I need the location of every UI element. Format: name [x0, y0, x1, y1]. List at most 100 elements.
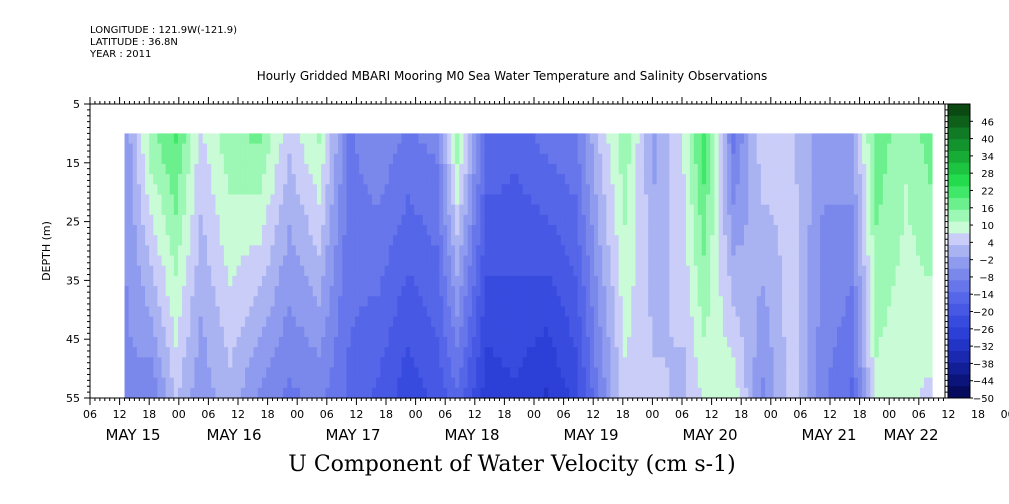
heatmap-cell: [414, 306, 420, 318]
heatmap-cell: [828, 255, 834, 267]
heatmap-cell: [467, 316, 473, 328]
heatmap-cell: [756, 245, 762, 257]
heatmap-cell: [476, 174, 482, 185]
heatmap-cell: [211, 347, 217, 358]
heatmap-cell: [866, 194, 871, 206]
heatmap-cell: [924, 204, 929, 216]
heatmap-cell: [510, 326, 515, 338]
heatmap-cell: [610, 245, 616, 257]
heatmap-cell: [677, 174, 683, 185]
heatmap-cell: [643, 255, 649, 267]
heatmap-cell: [253, 184, 259, 196]
heatmap-cell: [560, 265, 566, 277]
heatmap-cell: [283, 204, 288, 216]
heatmap-cell: [329, 387, 335, 399]
heatmap-cell: [206, 255, 212, 267]
heatmap-cell: [752, 357, 758, 369]
heatmap-cell: [811, 336, 817, 348]
heatmap-cell: [177, 194, 183, 206]
heatmap-cell: [760, 194, 766, 206]
heatmap-cell: [501, 143, 507, 155]
heatmap-cell: [283, 306, 288, 318]
heatmap-cell: [522, 326, 528, 338]
heatmap-cell: [811, 163, 817, 175]
heatmap-cell: [899, 235, 905, 246]
heatmap-cell: [149, 214, 154, 226]
heatmap-cell: [677, 163, 683, 175]
heatmap-cell: [878, 224, 884, 236]
heatmap-cell: [514, 184, 520, 196]
heatmap-cell: [689, 224, 695, 236]
heatmap-cell: [426, 367, 432, 379]
heatmap-cell: [752, 377, 758, 389]
heatmap-cell: [467, 347, 473, 358]
heatmap-cell: [585, 214, 591, 226]
heatmap-cell: [169, 133, 175, 145]
heatmap-cell: [701, 133, 707, 145]
heatmap-cell: [765, 316, 770, 328]
heatmap-cell: [714, 387, 720, 399]
heatmap-cell: [480, 224, 486, 236]
heatmap-cell: [467, 235, 473, 246]
heatmap-cell: [870, 387, 875, 399]
heatmap-cell: [190, 214, 196, 226]
heatmap-cell: [786, 204, 792, 216]
heatmap-cell: [777, 235, 783, 246]
heatmap-cell: [409, 265, 415, 277]
heatmap-cell: [380, 133, 386, 145]
heatmap-cell: [257, 387, 263, 399]
heatmap-cell: [367, 265, 373, 277]
heatmap-cell: [773, 367, 779, 379]
heatmap-cell: [837, 387, 842, 399]
heatmap-cell: [232, 194, 238, 206]
heatmap-cell: [853, 387, 859, 399]
heatmap-cell: [295, 326, 301, 338]
heatmap-cell: [443, 275, 448, 287]
heatmap-cell: [727, 204, 732, 216]
heatmap-cell: [837, 316, 842, 328]
heatmap-cell: [308, 265, 314, 277]
heatmap-cell: [249, 357, 255, 369]
heatmap-cell: [744, 133, 749, 145]
heatmap-cell: [539, 265, 545, 277]
heatmap-cell: [367, 336, 373, 348]
heatmap-cell: [342, 204, 348, 216]
heatmap-cell: [849, 265, 855, 277]
heatmap-cell: [899, 214, 905, 226]
heatmap-cell: [274, 153, 280, 165]
heatmap-cell: [577, 387, 583, 399]
heatmap-cell: [354, 235, 360, 246]
heatmap-cell: [585, 255, 591, 267]
heatmap-cell: [794, 245, 800, 257]
heatmap-cell: [223, 184, 229, 196]
heatmap-cell: [232, 377, 238, 389]
heatmap-cell: [165, 143, 171, 155]
heatmap-cell: [342, 235, 348, 246]
heatmap-cell: [245, 245, 250, 257]
heatmap-cell: [610, 326, 616, 338]
heatmap-cell: [401, 377, 407, 389]
heatmap-cell: [710, 204, 716, 216]
heatmap-cell: [548, 347, 553, 358]
heatmap-cell: [526, 286, 532, 297]
heatmap-cell: [622, 377, 628, 389]
heatmap-cell: [786, 214, 792, 226]
heatmap-cell: [689, 296, 695, 308]
heatmap-cell: [573, 377, 579, 389]
heatmap-cell: [710, 357, 716, 369]
heatmap-cell: [598, 184, 603, 196]
heatmap-cell: [618, 377, 624, 389]
heatmap-cell: [145, 224, 150, 236]
heatmap-cell: [165, 133, 171, 145]
heatmap-cell: [380, 265, 386, 277]
heatmap-cell: [409, 143, 415, 155]
heatmap-cell: [643, 357, 649, 369]
heatmap-cell: [773, 245, 779, 257]
heatmap-cell: [807, 194, 813, 206]
heatmap-cell: [689, 235, 695, 246]
heatmap-cell: [295, 224, 301, 236]
heatmap-cell: [665, 387, 670, 399]
heatmap-cell: [223, 286, 229, 297]
heatmap-cell: [648, 387, 653, 399]
heatmap-cell: [705, 387, 711, 399]
